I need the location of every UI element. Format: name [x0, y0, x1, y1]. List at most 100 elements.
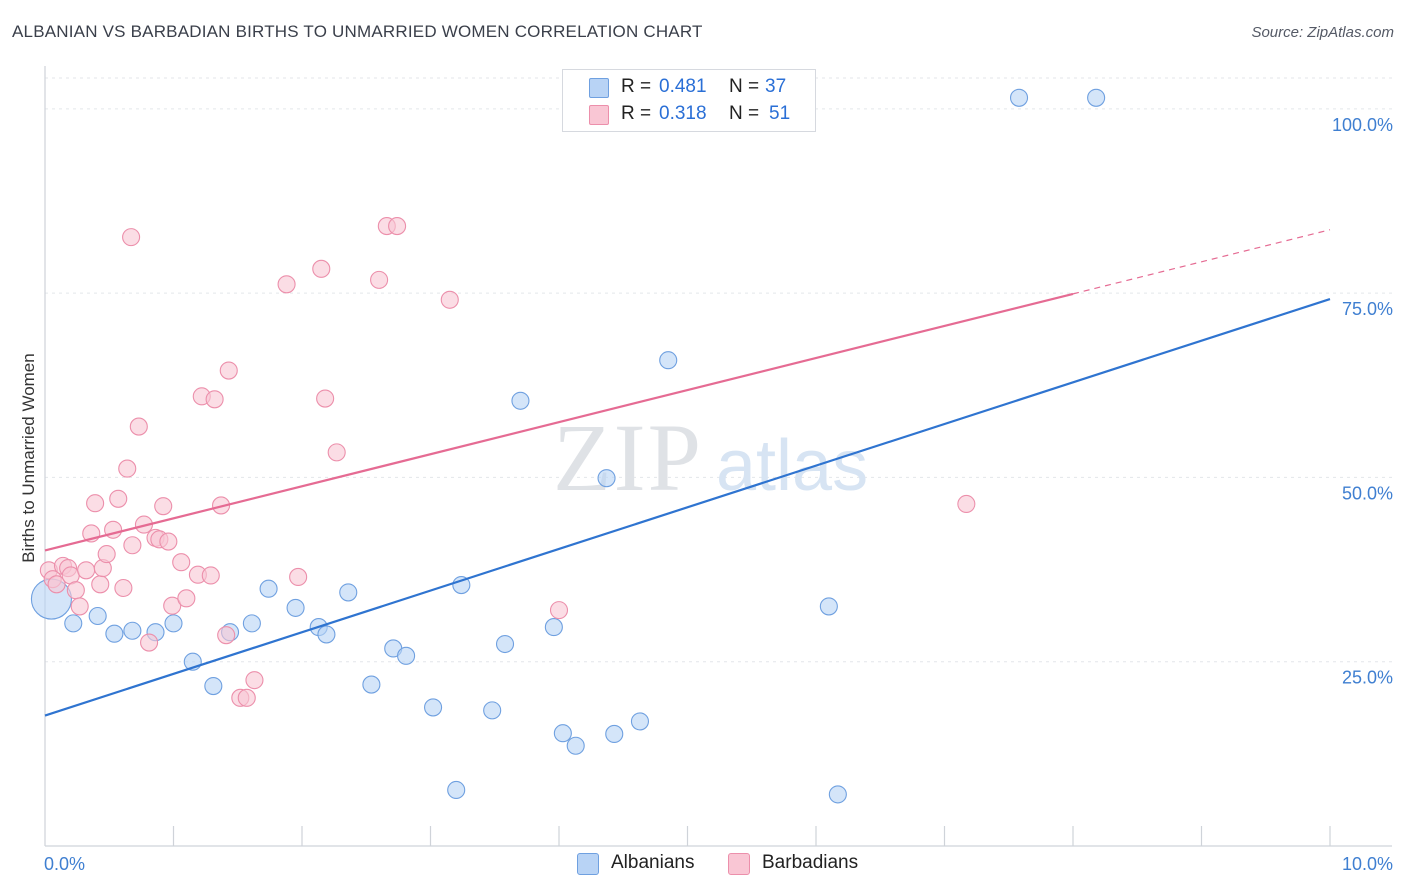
barbadians-trend-line-extension	[1072, 229, 1331, 295]
barbadians-point	[109, 489, 128, 508]
y-axis-title: Births to Unmarried Women	[19, 353, 38, 562]
albanians-point	[483, 701, 502, 720]
albanians-point	[424, 698, 443, 717]
y-tick-label: 100.0%	[1332, 115, 1393, 135]
barbadians-point	[77, 561, 96, 580]
legend-n-label: N =	[729, 76, 760, 97]
source-label: Source: ZipAtlas.com	[1251, 24, 1394, 41]
barbadians-point	[97, 545, 116, 564]
legend-n-value: 37	[765, 76, 787, 97]
barbadians-point	[440, 290, 459, 309]
albanians-point	[452, 576, 471, 595]
albanians-point	[164, 614, 183, 633]
trend-layer	[44, 229, 1331, 717]
albanians-point	[64, 614, 83, 633]
barbadians-trend-line	[44, 292, 1074, 552]
barbadians-point	[177, 589, 196, 608]
barbadians-point	[66, 581, 85, 600]
albanians-point	[105, 624, 124, 643]
albanians-point	[397, 646, 416, 665]
legend-n-label: N =	[729, 103, 760, 124]
barbadians-point	[277, 275, 296, 294]
barbadians-point	[312, 259, 331, 278]
barbadians-point	[289, 567, 308, 586]
albanians-point	[544, 618, 563, 637]
albanians-point	[819, 597, 838, 616]
albanians-point	[495, 634, 515, 654]
y-tick-label: 50.0%	[1342, 483, 1393, 503]
legend-n-value: 51	[769, 103, 791, 124]
barbadians-point	[370, 270, 389, 289]
albanians-legend-swatch-icon	[577, 853, 599, 875]
barbadians-point	[129, 417, 148, 436]
albanians-point	[597, 469, 616, 488]
legend-row-albanians: R = 0.481 N = 37	[563, 74, 815, 100]
barbadians-swatch-icon	[589, 105, 609, 125]
watermark-atlas: atlas	[716, 426, 868, 506]
albanians-point	[123, 621, 142, 640]
albanians-point	[286, 598, 305, 617]
legend-r-value: 0.481	[659, 76, 707, 97]
barbadians-point	[86, 494, 105, 513]
barbadians-point	[388, 217, 407, 236]
grid-layer	[45, 77, 1392, 663]
legend-r-label: R =	[621, 103, 652, 124]
barbadians-point	[118, 459, 137, 478]
albanians-point	[317, 625, 336, 644]
albanians-swatch-icon	[589, 78, 609, 98]
bottom-legend-label: Albanians	[611, 852, 695, 873]
watermark: ZIP atlas	[553, 404, 868, 511]
barbadians-legend-swatch-icon	[728, 853, 750, 875]
albanians-point	[242, 614, 261, 633]
legend-r-label: R =	[621, 76, 652, 97]
barbadians-point	[316, 389, 335, 408]
barbadians-point	[123, 536, 142, 555]
albanians-point	[511, 391, 530, 410]
barbadians-point	[549, 601, 569, 620]
barbadians-point	[245, 671, 264, 690]
barbadians-point	[70, 597, 89, 616]
barbadians-point	[154, 497, 173, 516]
barbadians-point	[219, 361, 238, 380]
albanians-point	[1087, 88, 1106, 107]
barbadians-point	[172, 553, 191, 572]
watermark-zip: ZIP	[553, 404, 703, 511]
albanians-point	[553, 724, 572, 743]
albanians-point	[828, 785, 847, 804]
bottom-legend-label: Barbadians	[762, 852, 859, 873]
barbadians-point	[114, 578, 133, 598]
barbadians-point	[163, 596, 182, 615]
legend-row-barbadians: R = 0.318 N = 51	[563, 101, 815, 127]
x-tick-label: 10.0%	[1342, 854, 1393, 874]
y-tick-label: 75.0%	[1342, 299, 1393, 319]
barbadians-point	[159, 532, 178, 551]
barbadians-point	[205, 390, 224, 409]
barbadians-point	[217, 626, 236, 645]
albanians-point	[339, 583, 358, 602]
y-tick-label: 25.0%	[1342, 668, 1393, 688]
x-tick-label: 0.0%	[44, 854, 85, 874]
barbadians-point	[201, 566, 220, 585]
albanians-point	[1009, 88, 1029, 107]
legend-r-value: 0.318	[659, 103, 707, 124]
chart-title: ALBANIAN VS BARBADIAN BIRTHS TO UNMARRIE…	[12, 22, 703, 41]
label-layer: 25.0% 50.0% 75.0% 100.0% 0.0% 10.0%	[44, 115, 1393, 874]
barbadians-point	[957, 494, 976, 514]
albanians-point	[630, 712, 650, 731]
albanians-point	[659, 351, 678, 370]
barbadians-point	[122, 228, 141, 247]
correlation-legend: R = 0.481 N = 37 R = 0.318 N = 51	[562, 69, 816, 132]
albanians-point	[362, 675, 381, 694]
albanians-point	[204, 676, 223, 696]
axis-layer	[44, 66, 1392, 847]
barbadians-point	[47, 575, 66, 594]
albanians-point	[259, 579, 278, 598]
barbadians-point	[327, 443, 346, 462]
barbadians-point	[140, 633, 159, 652]
albanians-point	[566, 736, 585, 755]
albanians-point	[88, 606, 107, 626]
barbadians-point	[237, 688, 256, 707]
albanians-point	[605, 724, 624, 744]
albanians-point	[447, 780, 466, 800]
